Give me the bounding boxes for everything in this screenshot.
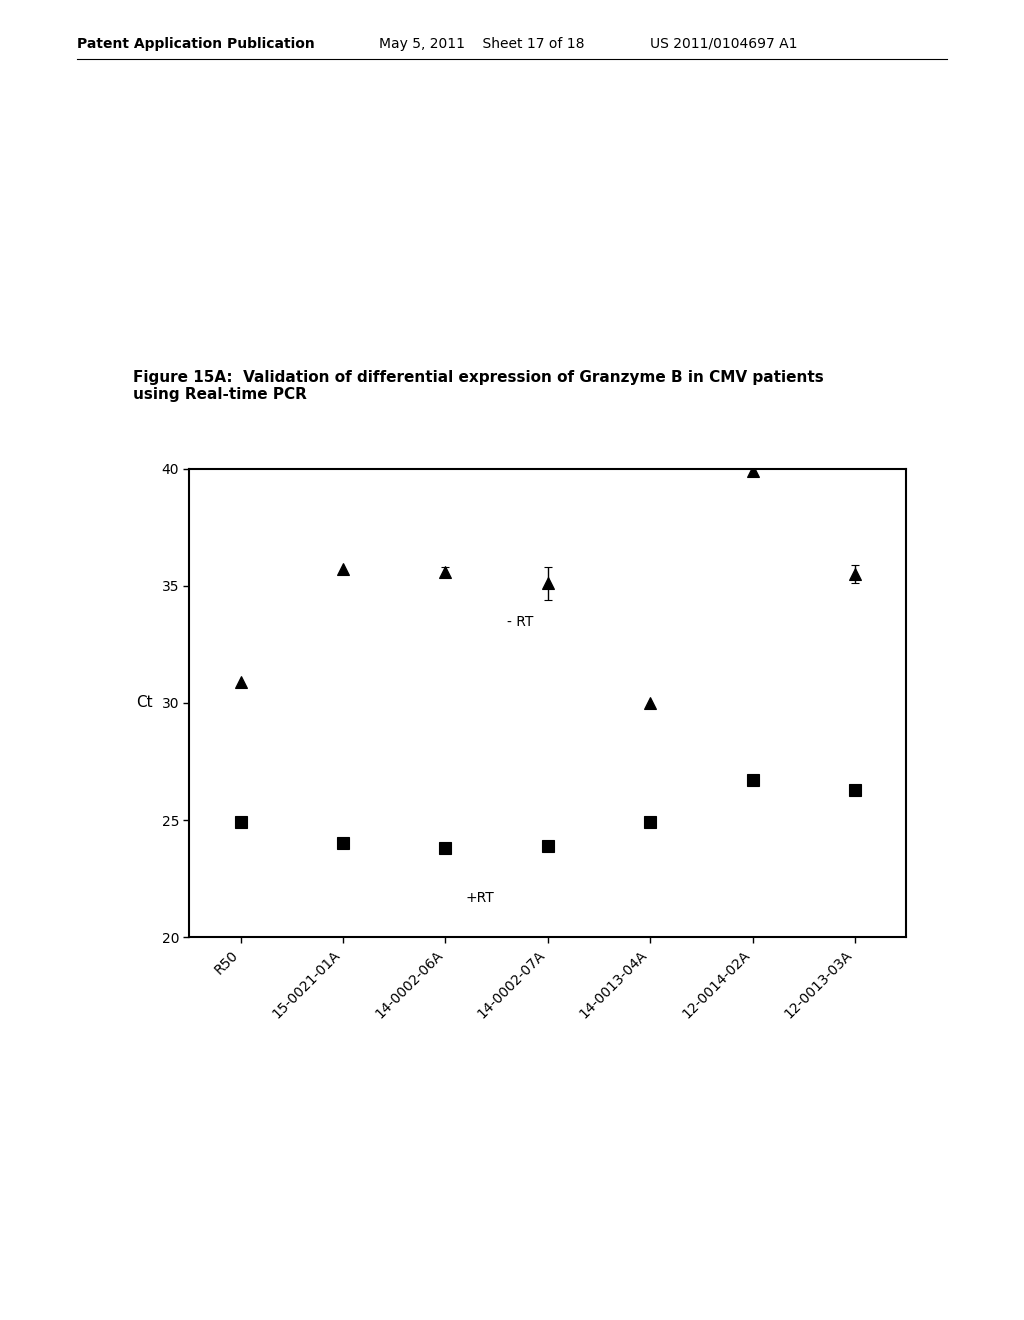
Text: Figure 15A:  Validation of differential expression of Granzyme B in CMV patients: Figure 15A: Validation of differential e… (133, 370, 824, 403)
Text: US 2011/0104697 A1: US 2011/0104697 A1 (650, 37, 798, 51)
Text: Patent Application Publication: Patent Application Publication (77, 37, 314, 51)
Y-axis label: Ct: Ct (136, 696, 154, 710)
Text: May 5, 2011    Sheet 17 of 18: May 5, 2011 Sheet 17 of 18 (379, 37, 585, 51)
Text: +RT: +RT (466, 891, 495, 906)
Text: - RT: - RT (507, 615, 534, 628)
